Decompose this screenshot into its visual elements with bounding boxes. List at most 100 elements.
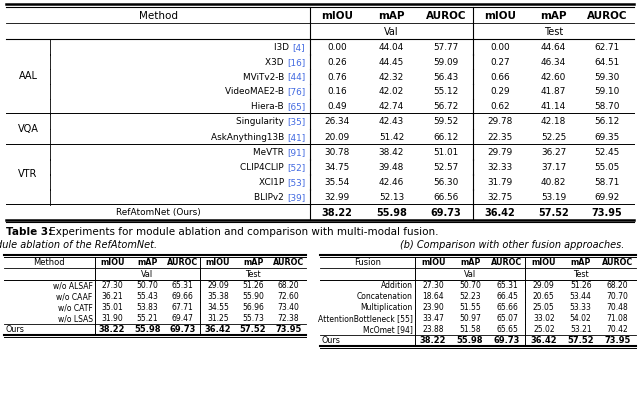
Text: 0.26: 0.26 [327,58,347,67]
Text: mIOU: mIOU [205,259,230,267]
Text: 66.12: 66.12 [433,133,458,142]
Text: 0.66: 0.66 [490,73,509,82]
Text: AUROC: AUROC [167,259,198,267]
Text: AUROC: AUROC [587,11,627,21]
Text: 51.42: 51.42 [379,133,404,142]
Text: BLIPv2: BLIPv2 [254,193,287,202]
Text: 33.02: 33.02 [533,314,555,323]
Text: 72.38: 72.38 [278,314,299,323]
Text: Test: Test [245,271,261,280]
Text: 58.70: 58.70 [595,102,620,112]
Text: mAP: mAP [378,11,404,21]
Text: 34.75: 34.75 [324,163,350,172]
Text: Singularity: Singularity [236,117,287,126]
Text: AUROC: AUROC [426,11,466,21]
Text: 55.90: 55.90 [242,292,264,301]
Text: 39.48: 39.48 [379,163,404,172]
Text: Val: Val [141,271,154,280]
Text: 42.74: 42.74 [379,102,404,112]
Text: 69.66: 69.66 [172,292,194,301]
Text: Multiplication: Multiplication [360,303,413,312]
Text: Method: Method [138,11,177,21]
Text: 56.12: 56.12 [595,117,620,126]
Text: MViTv2-B: MViTv2-B [243,73,287,82]
Text: Ours: Ours [6,325,25,334]
Text: Concatenation: Concatenation [357,292,413,301]
Text: 35.54: 35.54 [324,178,350,187]
Text: 29.78: 29.78 [487,117,513,126]
Text: 56.72: 56.72 [433,102,458,112]
Text: 55.12: 55.12 [433,87,458,97]
Text: 52.13: 52.13 [379,193,404,202]
Text: 69.73: 69.73 [431,208,461,218]
Text: 22.35: 22.35 [487,133,513,142]
Text: 31.79: 31.79 [487,178,513,187]
Text: 55.98: 55.98 [376,208,407,218]
Text: 72.60: 72.60 [278,292,300,301]
Text: 65.65: 65.65 [496,325,518,334]
Text: 55.98: 55.98 [457,336,483,345]
Text: 42.43: 42.43 [379,117,404,126]
Text: 70.48: 70.48 [607,303,628,312]
Text: [65]: [65] [287,102,305,112]
Text: I3D: I3D [275,43,292,52]
Text: 69.73: 69.73 [494,336,520,345]
Text: 52.45: 52.45 [595,148,620,157]
Text: 50.70: 50.70 [459,281,481,290]
Text: [39]: [39] [287,193,305,202]
Text: McOmet [94]: McOmet [94] [363,325,413,334]
Text: AttentionBottleneck [55]: AttentionBottleneck [55] [318,314,413,323]
Text: Fusion: Fusion [354,259,381,267]
Text: Hiera-B: Hiera-B [252,102,287,112]
Text: 70.42: 70.42 [607,325,628,334]
Text: [44]: [44] [287,73,305,82]
Text: 66.45: 66.45 [496,292,518,301]
Text: 37.17: 37.17 [541,163,566,172]
Text: AUROC: AUROC [602,259,633,267]
Text: 29.79: 29.79 [487,148,513,157]
Text: mIOU: mIOU [321,11,353,21]
Text: 0.62: 0.62 [490,102,509,112]
Text: 55.21: 55.21 [136,314,158,323]
Text: 51.55: 51.55 [460,303,481,312]
Text: 0.00: 0.00 [327,43,347,52]
Text: MeVTR: MeVTR [253,148,287,157]
Text: 44.04: 44.04 [379,43,404,52]
Text: 32.33: 32.33 [487,163,513,172]
Text: 70.70: 70.70 [607,292,628,301]
Text: 0.16: 0.16 [327,87,347,97]
Text: 56.30: 56.30 [433,178,458,187]
Text: 68.20: 68.20 [607,281,628,290]
Text: 58.71: 58.71 [595,178,620,187]
Text: 0.00: 0.00 [490,43,509,52]
Text: 50.70: 50.70 [136,281,158,290]
Text: X3D: X3D [266,58,287,67]
Text: 0.76: 0.76 [327,73,347,82]
Text: 52.25: 52.25 [541,133,566,142]
Text: [76]: [76] [287,87,305,97]
Text: 42.60: 42.60 [541,73,566,82]
Text: 57.52: 57.52 [538,208,569,218]
Text: 52.23: 52.23 [460,292,481,301]
Text: Experiments for module ablation and comparison with multi-modal fusion.: Experiments for module ablation and comp… [46,227,438,237]
Text: 42.02: 42.02 [379,87,404,97]
Text: 42.46: 42.46 [379,178,404,187]
Text: 31.90: 31.90 [101,314,123,323]
Text: 34.55: 34.55 [207,303,229,312]
Text: VTR: VTR [19,170,38,179]
Text: Test: Test [544,27,563,37]
Text: mAP: mAP [243,259,263,267]
Text: AAL: AAL [19,71,38,81]
Text: 35.38: 35.38 [207,292,228,301]
Text: mAP: mAP [570,259,591,267]
Text: Table 3:: Table 3: [6,227,52,237]
Text: 65.31: 65.31 [172,281,193,290]
Text: 44.64: 44.64 [541,43,566,52]
Text: Addition: Addition [381,281,413,290]
Text: VideoMAE2-B: VideoMAE2-B [225,87,287,97]
Text: 20.65: 20.65 [533,292,555,301]
Text: AskAnything13B: AskAnything13B [211,133,287,142]
Text: mIOU: mIOU [100,259,124,267]
Text: 59.52: 59.52 [433,117,458,126]
Text: AUROC: AUROC [273,259,304,267]
